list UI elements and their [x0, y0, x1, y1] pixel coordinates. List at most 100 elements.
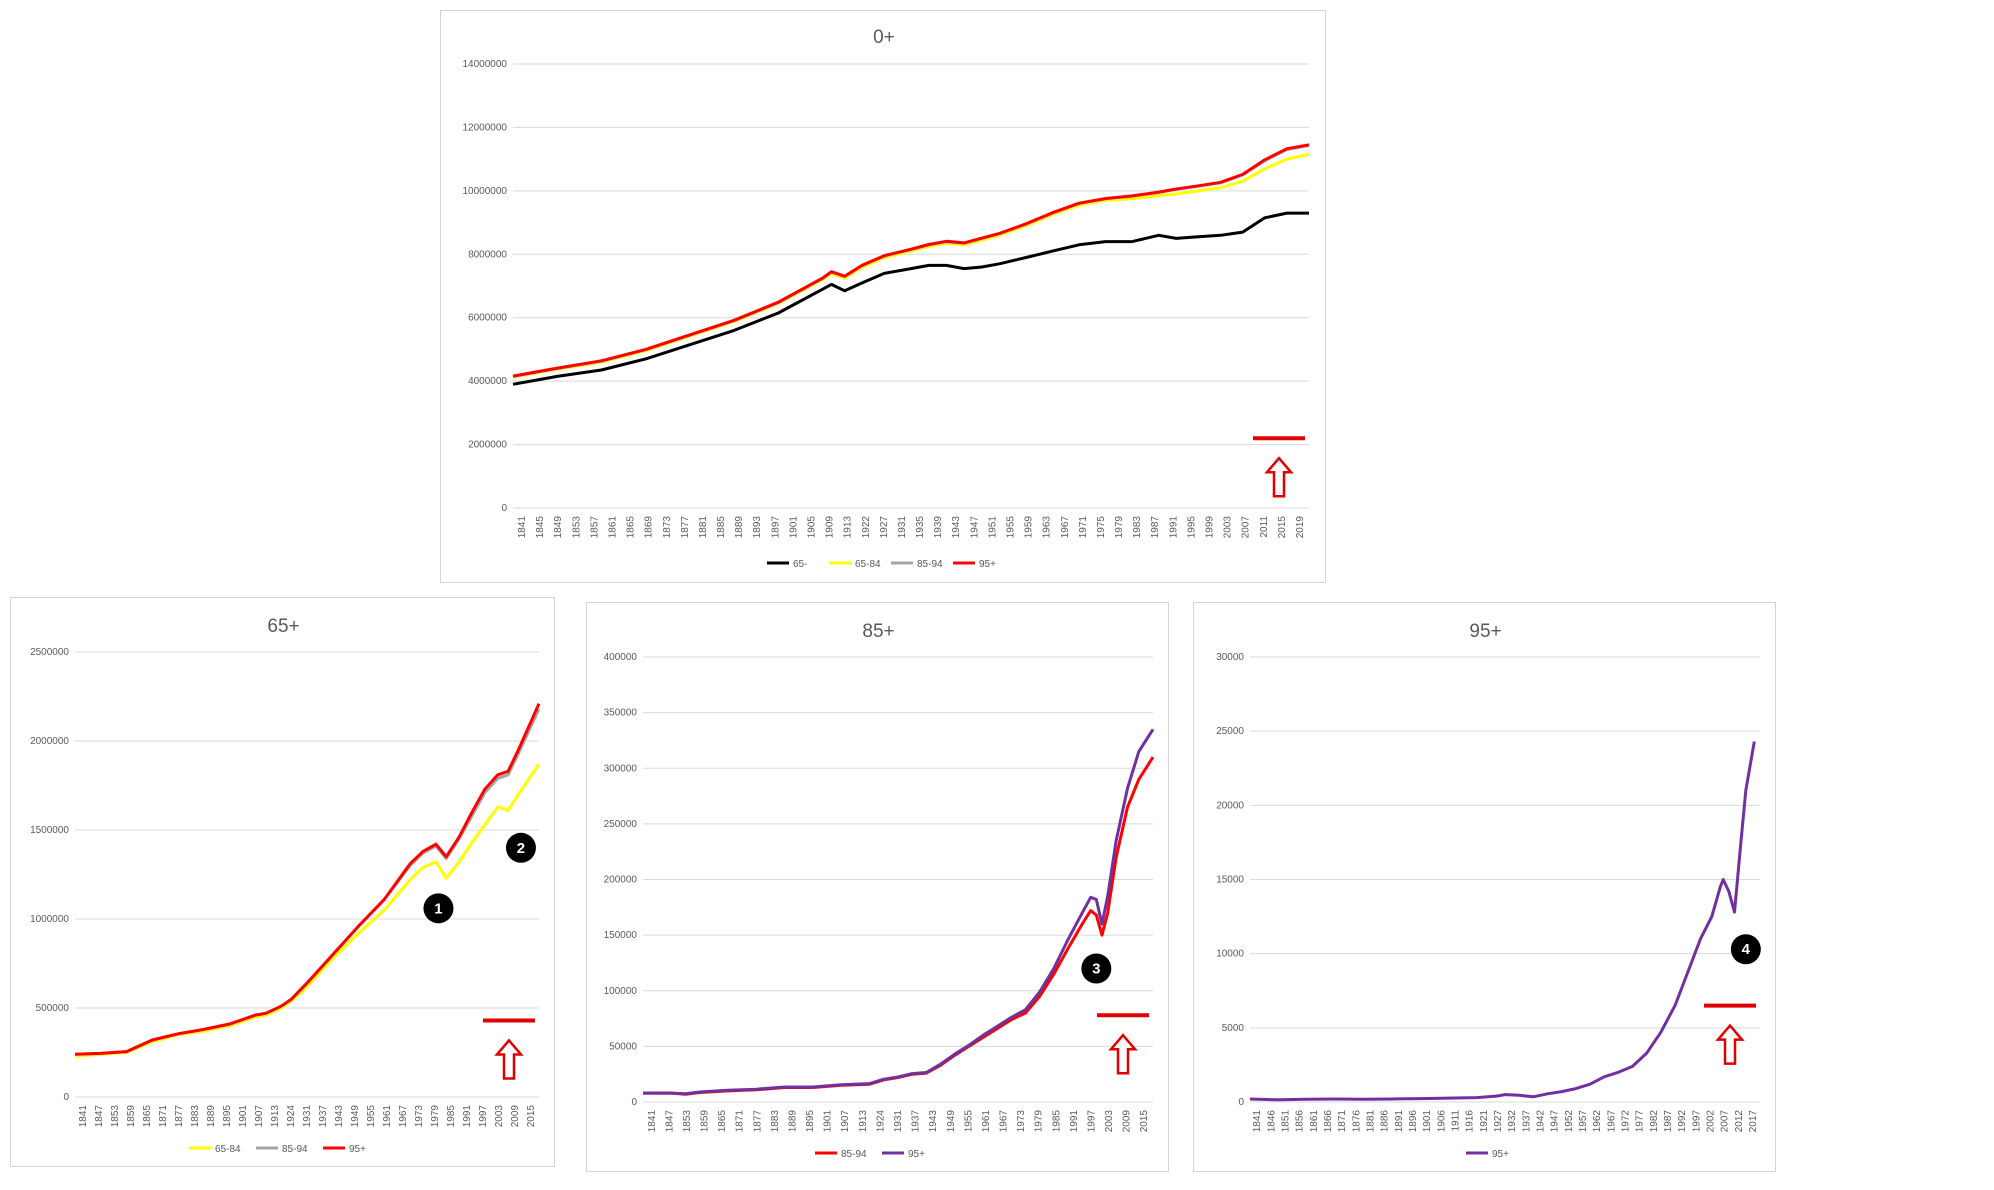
x-tick-label: 1973	[414, 1105, 425, 1128]
x-tick-label: 1982	[1649, 1110, 1660, 1133]
callout-marker-label: 2	[517, 840, 525, 857]
chart-panel-95-plus: 95+ 0 5000 10000 15000 20000 25000 30000 1841 184…	[1193, 602, 1776, 1172]
y-tick-label: 12000000	[463, 122, 508, 133]
x-tick-label: 1927	[879, 516, 890, 539]
x-tick-label: 2007	[1720, 1110, 1731, 1133]
x-tick-label: 1949	[946, 1110, 957, 1133]
x-tick-label: 1893	[752, 516, 763, 539]
x-tick-label: 1853	[682, 1110, 693, 1133]
y-tick-label: 150000	[604, 930, 638, 941]
y-tick-label: 6000000	[468, 313, 507, 324]
x-tick-label: 2003	[494, 1105, 505, 1128]
x-tick-label: 1889	[787, 1110, 798, 1133]
chart-85-plus-svg: 85+ 0 50000 100000 150000 200000 250000 300000 3…	[604, 621, 1155, 1160]
x-tick-label: 1959	[1024, 516, 1035, 539]
x-tick-label: 1991	[1069, 1110, 1080, 1133]
x-tick-label: 1841	[1252, 1110, 1263, 1133]
y-tick-label: 15000	[1216, 875, 1244, 886]
series-line-65-84	[74, 763, 541, 1058]
chart-0-plus-svg: 0+ 0 2000000 4000000 6000000 8000000 10000000 1…	[463, 27, 1310, 570]
x-tick-label: 1911	[1450, 1110, 1461, 1132]
x-tick-label: 1841	[517, 516, 528, 539]
x-tick-label: 1979	[430, 1105, 441, 1128]
x-tick-label: 1943	[334, 1105, 345, 1128]
x-tick-label: 1873	[662, 516, 673, 539]
x-tick-label: 1913	[843, 516, 854, 539]
x-tick-label: 1977	[1635, 1110, 1646, 1133]
legend-label: 95+	[979, 559, 996, 570]
x-tick-label: 1967	[1606, 1110, 1617, 1133]
x-tick-label: 2019	[1295, 516, 1306, 539]
y-tick-label: 14000000	[463, 59, 508, 70]
x-tick-label: 1997	[478, 1105, 489, 1128]
legend-label: 85-94	[282, 1144, 308, 1155]
x-tick-label: 2009	[510, 1105, 521, 1128]
x-tick-label: 1895	[222, 1105, 233, 1128]
x-tick-label: 1961	[981, 1110, 992, 1133]
x-tick-label: 1866	[1323, 1110, 1334, 1133]
x-tick-label: 1905	[807, 516, 818, 539]
up-arrow-icon	[1264, 456, 1294, 498]
x-tick-label: 1841	[78, 1105, 89, 1128]
legend-label: 85-94	[841, 1149, 867, 1160]
x-tick-label: 1937	[318, 1105, 329, 1128]
y-tick-label: 0	[1238, 1097, 1244, 1108]
callout-marker	[505, 832, 536, 863]
y-tick-label: 0	[63, 1092, 69, 1103]
up-arrow-icon	[494, 1038, 524, 1080]
x-tick-label: 1901	[788, 516, 799, 539]
x-tick-label: 1973	[1016, 1110, 1027, 1133]
chart-title: 95+	[1469, 621, 1501, 642]
callout-marker-label: 3	[1092, 961, 1100, 978]
x-tick-label: 1889	[734, 516, 745, 539]
x-tick-label: 1947	[969, 516, 980, 539]
x-tick-label: 1967	[398, 1105, 409, 1128]
x-tick-label: 1851	[1280, 1110, 1291, 1133]
x-tick-label: 1856	[1295, 1110, 1306, 1133]
x-tick-label: 1845	[535, 516, 546, 539]
x-tick-label: 1853	[110, 1105, 121, 1128]
x-tick-label: 1857	[589, 516, 600, 539]
x-tick-label: 1877	[174, 1105, 185, 1128]
y-tick-label: 50000	[609, 1041, 637, 1052]
y-tick-label: 4000000	[468, 376, 507, 387]
chart-65-plus-svg: 65+0500000100000015000002000000250000018…	[30, 616, 541, 1155]
x-tick-label: 1895	[805, 1110, 816, 1133]
legend-label: 65-84	[215, 1144, 241, 1155]
x-tick-label: 1963	[1042, 516, 1053, 539]
x-tick-label: 1927	[1493, 1110, 1504, 1133]
y-tick-label: 500000	[36, 1003, 70, 1014]
x-tick-label: 1891	[1394, 1110, 1405, 1133]
x-tick-label: 1995	[1186, 516, 1197, 539]
x-tick-label: 2011	[1259, 516, 1270, 538]
x-tick-label: 1987	[1663, 1110, 1674, 1133]
x-tick-label: 1962	[1592, 1110, 1603, 1133]
x-tick-label: 1849	[553, 516, 564, 539]
callout-marker	[1730, 934, 1761, 965]
x-tick-label: 1992	[1677, 1110, 1688, 1133]
x-tick-label: 1869	[644, 516, 655, 539]
legend-label: 85-94	[917, 559, 943, 570]
x-tick-label: 1853	[571, 516, 582, 539]
series-line-95+	[512, 143, 1310, 378]
x-tick-label: 1967	[999, 1110, 1010, 1133]
x-tick-label: 1987	[1150, 516, 1161, 539]
x-tick-label: 1865	[626, 516, 637, 539]
x-tick-label: 1922	[861, 516, 872, 539]
x-tick-label: 1885	[716, 516, 727, 539]
x-tick-label: 1937	[1521, 1110, 1532, 1133]
y-tick-label: 1500000	[30, 825, 69, 836]
y-tick-label: 250000	[604, 819, 638, 830]
y-tick-label: 2500000	[30, 647, 69, 658]
y-tick-label: 2000000	[468, 440, 507, 451]
x-tick-label: 1943	[928, 1110, 939, 1133]
x-tick-label: 1985	[446, 1105, 457, 1128]
y-tick-label: 0	[501, 503, 507, 514]
x-tick-label: 2007	[1241, 516, 1252, 539]
y-tick-label: 10000	[1216, 949, 1244, 960]
x-tick-label: 1881	[698, 516, 709, 539]
series-line-85-94	[512, 144, 1310, 378]
y-tick-label: 5000	[1222, 1023, 1245, 1034]
x-tick-label: 1913	[858, 1110, 869, 1133]
x-tick-label: 1949	[350, 1105, 361, 1128]
